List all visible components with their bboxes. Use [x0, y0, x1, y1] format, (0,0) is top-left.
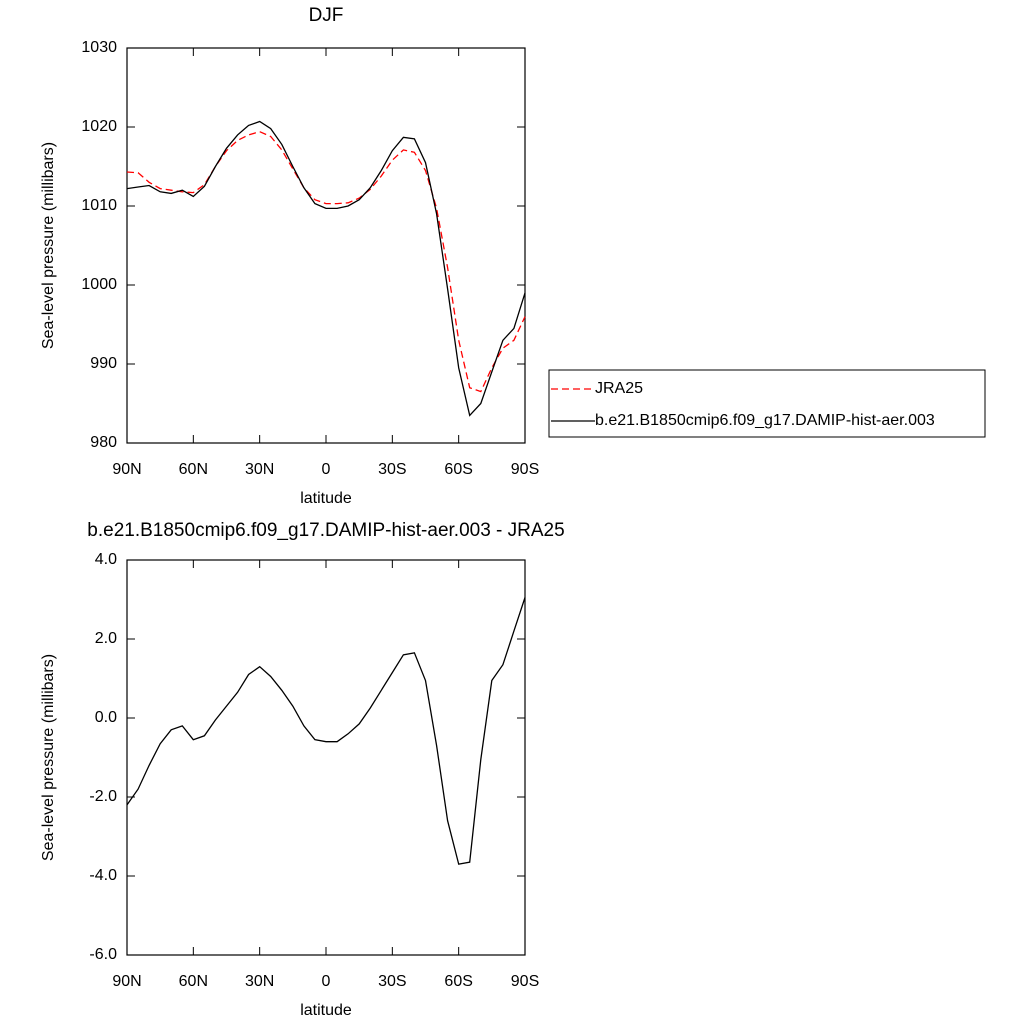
- x-tick-label: 30S: [378, 461, 406, 478]
- y-tick-label: -2.0: [89, 788, 117, 805]
- x-tick-label: 60S: [444, 973, 472, 990]
- plot-frame: [126, 47, 526, 444]
- plot-frame: [126, 559, 526, 956]
- y-tick-label: 1010: [81, 197, 117, 214]
- legend-box: [548, 369, 986, 438]
- legend-label: JRA25: [595, 380, 643, 397]
- y-tick-label: 1030: [81, 39, 117, 56]
- y-tick-label: 0.0: [95, 709, 117, 726]
- y-tick-label: 1000: [81, 276, 117, 293]
- x-tick-label: 0: [322, 973, 331, 990]
- legend-label: b.e21.B1850cmip6.f09_g17.DAMIP-hist-aer.…: [595, 412, 935, 429]
- y-tick-label: -6.0: [89, 946, 117, 963]
- y-axis-label: Sea-level pressure (millibars): [40, 654, 57, 861]
- y-axis-label: Sea-level pressure (millibars): [40, 142, 57, 349]
- x-tick-label: 60N: [179, 973, 208, 990]
- x-tick-label: 90N: [112, 461, 141, 478]
- data-line: [126, 597, 526, 865]
- chart-title: DJF: [309, 5, 344, 26]
- y-tick-label: 980: [90, 434, 117, 451]
- x-tick-label: 90S: [511, 461, 539, 478]
- y-tick-label: -4.0: [89, 867, 117, 884]
- y-tick-label: 2.0: [95, 630, 117, 647]
- y-tick-label: 990: [90, 355, 117, 372]
- chart-title: b.e21.B1850cmip6.f09_g17.DAMIP-hist-aer.…: [87, 520, 564, 541]
- x-tick-label: 60N: [179, 461, 208, 478]
- x-tick-label: 30S: [378, 973, 406, 990]
- x-tick-label: 0: [322, 461, 331, 478]
- x-axis-label: latitude: [300, 490, 352, 507]
- x-tick-label: 90S: [511, 973, 539, 990]
- data-line: [126, 131, 526, 393]
- x-tick-label: 60S: [444, 461, 472, 478]
- y-tick-label: 4.0: [95, 551, 117, 568]
- x-axis-label: latitude: [300, 1002, 352, 1019]
- y-tick-label: 1020: [81, 118, 117, 135]
- x-tick-label: 90N: [112, 973, 141, 990]
- x-tick-label: 30N: [245, 973, 274, 990]
- x-tick-label: 30N: [245, 461, 274, 478]
- data-line: [126, 120, 526, 417]
